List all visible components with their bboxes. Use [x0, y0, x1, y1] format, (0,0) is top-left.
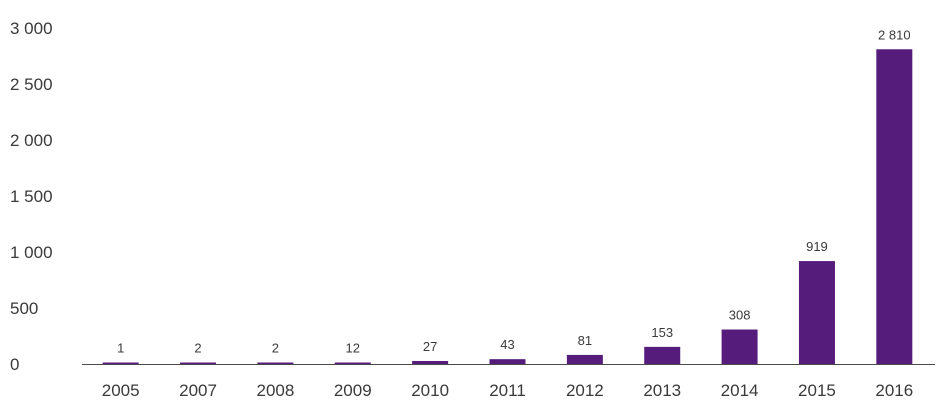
data-label-2012: 81	[578, 333, 592, 348]
x-tick-label-2007: 2007	[179, 381, 217, 400]
x-tick-label-2005: 2005	[102, 381, 140, 400]
bar-2007	[180, 362, 217, 364]
data-label-2010: 27	[423, 339, 437, 354]
x-tick-label-2008: 2008	[256, 381, 294, 400]
bar-2012	[566, 354, 603, 364]
x-tick-label-2013: 2013	[643, 381, 681, 400]
x-tick-label-2010: 2010	[411, 381, 449, 400]
bar-2010	[412, 360, 449, 364]
bar-2016	[876, 49, 913, 364]
bar-2008	[257, 362, 294, 364]
data-label-2013: 153	[651, 325, 673, 340]
y-tick-label: 2 500	[10, 75, 53, 94]
y-tick-label: 1 500	[10, 187, 53, 206]
bar-2005	[102, 362, 139, 364]
y-tick-label: 3 000	[10, 19, 53, 38]
x-tick-label-2015: 2015	[798, 381, 836, 400]
data-label-2007: 2	[194, 341, 201, 356]
y-axis: 0 500 1 000 1 500 2 000 2 500 3 000	[10, 19, 53, 374]
x-axis: 2005 2007 2008 2009 2010 2011 2012 2013 2014 2015…	[102, 381, 913, 400]
data-label-2008: 2	[272, 341, 279, 356]
data-label-2011: 43	[500, 337, 514, 352]
y-tick-label: 500	[10, 299, 38, 318]
x-tick-label-2016: 2016	[875, 381, 913, 400]
bar-2011	[489, 359, 526, 364]
data-label-2014: 308	[729, 308, 751, 323]
bars-group	[102, 49, 913, 364]
y-tick-label: 1 000	[10, 243, 53, 262]
y-tick-label: 2 000	[10, 131, 53, 150]
bar-2014	[721, 329, 758, 364]
x-tick-label-2014: 2014	[721, 381, 759, 400]
bar-2013	[644, 346, 681, 364]
data-label-2016: 2 810	[878, 27, 911, 42]
data-label-2005: 1	[117, 341, 124, 356]
data-label-2015: 919	[806, 239, 828, 254]
x-tick-label-2011: 2011	[489, 381, 526, 400]
bar-2015	[798, 261, 835, 364]
y-tick-label: 0	[10, 355, 19, 374]
x-tick-label-2009: 2009	[334, 381, 372, 400]
data-label-2009: 12	[346, 341, 360, 356]
x-tick-label-2012: 2012	[566, 381, 604, 400]
bar-2009	[334, 362, 371, 364]
